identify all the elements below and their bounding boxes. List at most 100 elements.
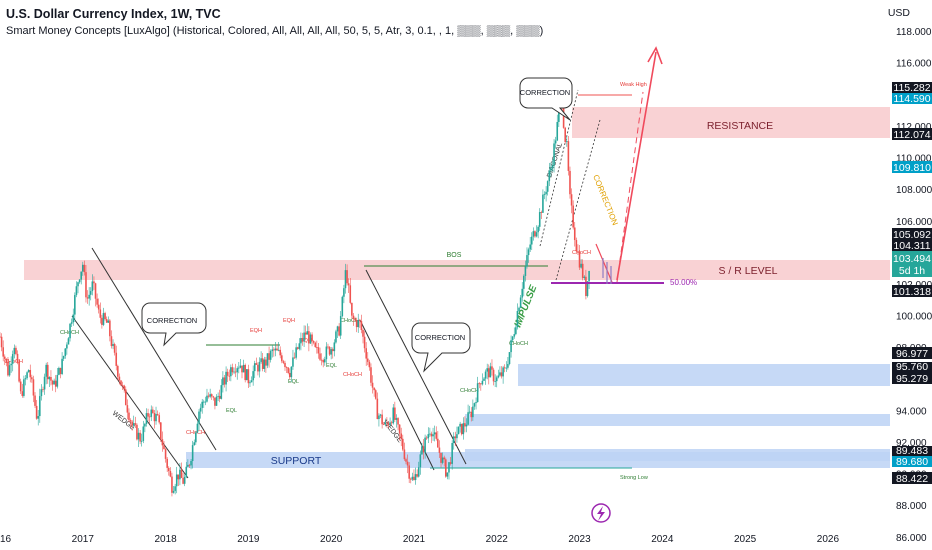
candle-down (51, 380, 54, 385)
candle-up (183, 476, 186, 484)
candle-down (153, 412, 156, 422)
candle-up (24, 378, 27, 380)
candle-down (366, 358, 369, 362)
candle-down (435, 432, 438, 439)
candle-up (556, 121, 559, 141)
candle-up (510, 340, 512, 353)
correction-vertical-label: CORRECTION (591, 173, 620, 226)
choch-label: CHoCH (460, 388, 479, 394)
candle-up (483, 378, 485, 381)
candle-down (327, 346, 329, 348)
candle-down (314, 342, 317, 347)
candle-down (231, 367, 234, 373)
candle-up (502, 367, 504, 377)
candle-down (402, 438, 404, 450)
candle-up (43, 376, 46, 390)
eqh-label: EQH (300, 338, 312, 344)
candle-down (564, 127, 567, 142)
candle-down (257, 364, 259, 372)
candle-up (333, 342, 336, 352)
candle-down (19, 381, 22, 392)
chart-title: U.S. Dollar Currency Index, 1W, TVC (6, 7, 221, 21)
candle-up (66, 344, 68, 349)
time-axis[interactable]: 2016 2017 2018 2019 2020 2021 2022 2023 2024 2025… (0, 534, 839, 545)
candle-up (303, 332, 305, 342)
candle-up (508, 352, 511, 365)
candle-up (357, 319, 360, 328)
price-tag-115282: 115.282 (893, 82, 930, 94)
candle-up (535, 232, 538, 237)
bos-label: BOS (447, 252, 462, 259)
candle-up (295, 347, 297, 358)
candle-up (72, 314, 75, 323)
candle-up (343, 288, 345, 297)
candle-up (142, 426, 145, 441)
price-tag-105092: 105.092 (893, 229, 931, 241)
correction-bubble-label: CORRECTION (520, 88, 570, 97)
candle-down (444, 459, 447, 477)
lightning-icon[interactable] (591, 503, 611, 523)
candle-down (86, 297, 89, 299)
candle-down (464, 423, 466, 427)
candle-up (53, 380, 55, 385)
candle-up (238, 367, 240, 369)
candle-down (405, 459, 407, 462)
candle-up (300, 338, 302, 344)
candle-down (370, 367, 372, 383)
candle-up (414, 474, 417, 480)
candle-up (198, 411, 200, 424)
candle-up (495, 377, 498, 382)
candle-down (352, 315, 355, 320)
price-tag-timer: 5d 1h (899, 265, 925, 277)
candle-up (511, 336, 514, 341)
candle-down (281, 355, 283, 362)
candle-up (250, 380, 253, 383)
candle-up (209, 394, 211, 397)
candle-down (124, 389, 127, 406)
candle-up (530, 236, 533, 245)
candle-down (581, 263, 584, 278)
correction-bubble-label: CORRECTION (147, 316, 197, 325)
candle-up (78, 279, 81, 283)
candle-down (218, 395, 221, 399)
candle-up (565, 141, 568, 143)
candle-up (507, 364, 509, 368)
price-tag-current: 103.494 (893, 253, 931, 265)
candle-down (316, 346, 318, 348)
y-tick-label: 92.000 (896, 438, 927, 449)
candle-down (104, 313, 106, 320)
projection-arrows (595, 46, 663, 283)
candle-up (542, 194, 544, 213)
candle-down (177, 474, 180, 480)
candle-up (306, 331, 309, 335)
y-tick-label: 86.000 (896, 533, 927, 544)
weak-high-label: Weak High (620, 82, 647, 88)
candle-up (451, 443, 453, 464)
candle-down (374, 390, 377, 399)
candle-up (462, 423, 465, 435)
candle-down (430, 433, 433, 437)
candle-down (214, 397, 216, 406)
candle-up (201, 401, 204, 408)
candle-up (432, 434, 434, 437)
candle-up (527, 249, 530, 256)
candle-up (519, 297, 522, 308)
candle-down (503, 367, 506, 369)
candle-up (336, 326, 339, 332)
candle-down (487, 368, 490, 378)
y-tick-label: 94.000 (896, 406, 927, 417)
candle-up (88, 294, 90, 299)
candle-down (255, 363, 258, 365)
candle-up (551, 165, 554, 169)
candle-down (115, 352, 118, 366)
candle-down (101, 317, 103, 325)
diagonal-lines (539, 89, 601, 281)
candle-up (215, 396, 218, 406)
y-tick-label: 108.000 (896, 185, 932, 196)
candle-up (220, 385, 223, 399)
candle-down (572, 205, 574, 228)
correction-bubble-2020: CORRECTION (411, 322, 471, 373)
candle-down (110, 336, 113, 347)
candle-up (452, 436, 455, 444)
